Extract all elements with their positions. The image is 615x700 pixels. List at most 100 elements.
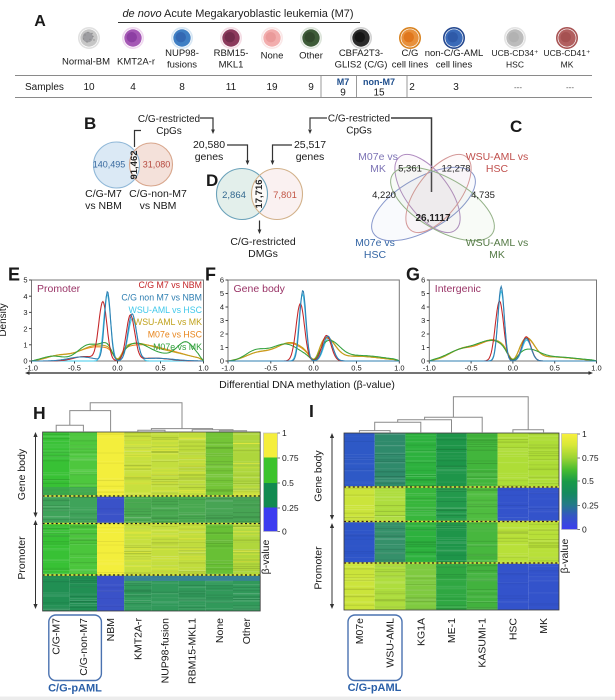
svg-text:9: 9 — [340, 88, 346, 99]
svg-text:0.25: 0.25 — [582, 501, 599, 511]
svg-text:C/G non M7 vs NBM: C/G non M7 vs NBM — [121, 292, 202, 302]
svg-text:NBM: NBM — [105, 618, 117, 641]
svg-text:Gene body: Gene body — [16, 448, 28, 500]
svg-text:C/G M7 vs NBM: C/G M7 vs NBM — [138, 280, 202, 290]
svg-text:B: B — [84, 114, 96, 133]
svg-text:I: I — [309, 401, 314, 421]
svg-text:4: 4 — [220, 303, 224, 312]
svg-text:E: E — [8, 265, 20, 285]
svg-text:Promoter: Promoter — [16, 536, 28, 580]
svg-text:C/G-M7: C/G-M7 — [85, 188, 122, 200]
svg-text:non-C/G-AML: non-C/G-AML — [425, 48, 484, 59]
svg-text:cell lines: cell lines — [436, 60, 473, 71]
svg-text:ME-1: ME-1 — [446, 618, 458, 643]
svg-text:Gene body: Gene body — [313, 450, 325, 502]
svg-text:de novo Acute Megakaryoblastic: de novo Acute Megakaryoblastic leukemia … — [122, 8, 353, 20]
svg-text:RBM15-MKL1: RBM15-MKL1 — [187, 618, 199, 684]
svg-text:C/G-non-M7: C/G-non-M7 — [129, 188, 187, 200]
svg-text:19: 19 — [266, 82, 278, 93]
svg-text:4,220: 4,220 — [372, 190, 396, 201]
svg-text:HSC: HSC — [506, 60, 524, 70]
svg-text:2,864: 2,864 — [222, 190, 246, 201]
svg-text:8: 8 — [179, 82, 185, 93]
svg-text:2: 2 — [409, 82, 415, 93]
svg-text:C/G: C/G — [402, 48, 419, 59]
svg-text:non-M7: non-M7 — [363, 77, 395, 87]
svg-text:genes: genes — [296, 151, 325, 163]
svg-text:20,580: 20,580 — [193, 139, 225, 151]
svg-text:0: 0 — [582, 525, 587, 535]
svg-text:CpGs: CpGs — [156, 126, 182, 137]
svg-text:0.0: 0.0 — [112, 364, 122, 373]
svg-text:Density: Density — [0, 303, 9, 336]
svg-text:CpGs: CpGs — [346, 126, 372, 137]
svg-text:fusions: fusions — [167, 60, 197, 71]
svg-text:0.0: 0.0 — [508, 364, 518, 373]
svg-text:31,080: 31,080 — [143, 160, 171, 170]
svg-text:-0.5: -0.5 — [264, 364, 277, 373]
svg-text:0: 0 — [220, 357, 224, 366]
svg-text:UCB-CD34⁺: UCB-CD34⁺ — [492, 48, 540, 58]
svg-text:GLIS2 (C/G): GLIS2 (C/G) — [335, 60, 388, 71]
svg-text:0.5: 0.5 — [155, 364, 165, 373]
svg-text:2: 2 — [220, 330, 224, 339]
svg-text:vs NBM: vs NBM — [140, 200, 177, 212]
svg-text:7,801: 7,801 — [273, 190, 297, 201]
svg-text:A: A — [34, 13, 46, 30]
svg-text:0: 0 — [23, 357, 27, 366]
svg-text:1: 1 — [23, 341, 27, 350]
svg-text:140,495: 140,495 — [93, 160, 126, 170]
svg-text:0: 0 — [282, 527, 287, 537]
svg-text:Promoter: Promoter — [313, 546, 325, 590]
svg-text:Samples: Samples — [25, 82, 64, 93]
svg-text:C/G-non-M7: C/G-non-M7 — [78, 618, 90, 676]
svg-text:Promoter: Promoter — [37, 283, 81, 295]
svg-text:0.0: 0.0 — [308, 364, 318, 373]
svg-text:Intergenic: Intergenic — [435, 283, 481, 295]
svg-text:H: H — [33, 403, 46, 423]
svg-text:MK: MK — [561, 60, 574, 70]
svg-text:0: 0 — [421, 357, 425, 366]
svg-text:Normal-BM: Normal-BM — [62, 57, 110, 68]
svg-text:-0.5: -0.5 — [465, 364, 478, 373]
svg-text:26,1117: 26,1117 — [415, 213, 450, 224]
svg-text:---: --- — [514, 83, 522, 92]
svg-text:WSU-AML vs MK: WSU-AML vs MK — [134, 317, 202, 327]
svg-text:WSU-AML vs HSC: WSU-AML vs HSC — [129, 305, 203, 315]
svg-text:1.0: 1.0 — [198, 364, 208, 373]
svg-text:5,361: 5,361 — [398, 164, 422, 175]
svg-text:HSC: HSC — [364, 249, 387, 261]
svg-text:KG1A: KG1A — [415, 618, 427, 646]
svg-text:-1.0: -1.0 — [25, 364, 38, 373]
svg-text:M7: M7 — [337, 77, 350, 87]
svg-text:0.75: 0.75 — [282, 453, 299, 463]
svg-text:6: 6 — [421, 276, 425, 285]
svg-text:D: D — [206, 171, 218, 190]
svg-text:C/G-pAML: C/G-pAML — [348, 682, 402, 694]
svg-text:2: 2 — [421, 330, 425, 339]
svg-text:0.5: 0.5 — [351, 364, 361, 373]
svg-text:Other: Other — [299, 51, 323, 62]
svg-text:RBM15-: RBM15- — [214, 48, 249, 59]
svg-text:0.5: 0.5 — [549, 364, 559, 373]
svg-text:10: 10 — [83, 82, 95, 93]
svg-text:1.0: 1.0 — [394, 364, 404, 373]
svg-text:HSC: HSC — [507, 618, 519, 641]
svg-text:0.5: 0.5 — [282, 478, 294, 488]
svg-text:17,716: 17,716 — [254, 179, 265, 208]
svg-text:0.25: 0.25 — [282, 503, 299, 513]
svg-text:1: 1 — [282, 428, 287, 438]
svg-text:KMT2A-r: KMT2A-r — [117, 57, 155, 68]
svg-text:-1.0: -1.0 — [222, 364, 235, 373]
svg-text:91,462: 91,462 — [129, 150, 140, 179]
svg-text:MKL1: MKL1 — [219, 60, 244, 71]
svg-text:NUP98-fusion: NUP98-fusion — [160, 618, 172, 684]
svg-text:4: 4 — [421, 303, 425, 312]
svg-text:M07e vs MK: M07e vs MK — [153, 342, 202, 352]
svg-text:11: 11 — [226, 82, 237, 93]
svg-text:0.75: 0.75 — [582, 453, 599, 463]
svg-text:Differential DNA methylation (: Differential DNA methylation (β-value) — [219, 379, 395, 391]
svg-text:4,735: 4,735 — [471, 190, 495, 201]
svg-text:Other: Other — [241, 618, 253, 645]
svg-text:DMGs: DMGs — [248, 248, 278, 260]
